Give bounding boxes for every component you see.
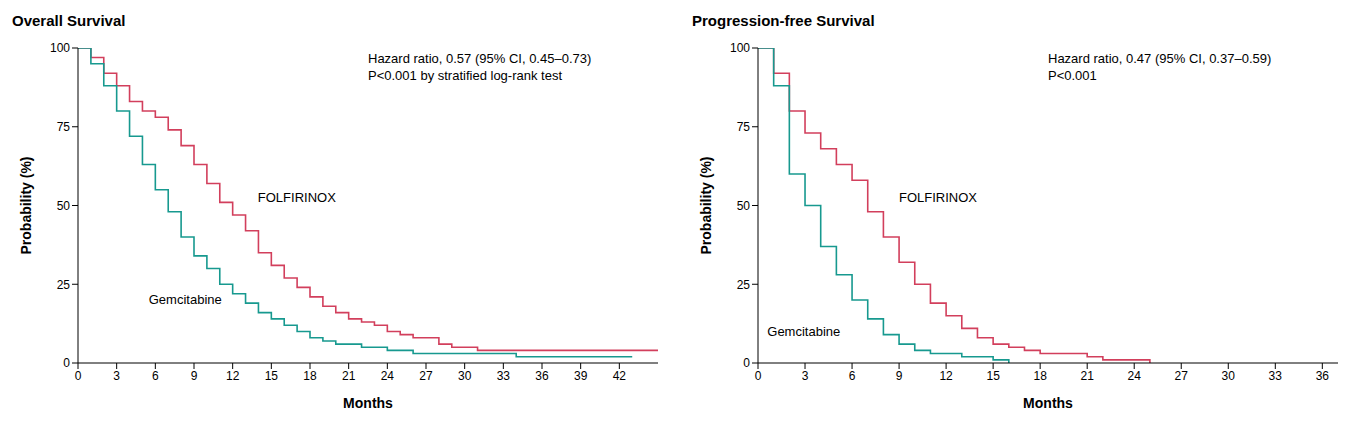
- svg-text:6: 6: [152, 369, 159, 383]
- svg-text:42: 42: [613, 369, 627, 383]
- svg-text:33: 33: [1269, 369, 1283, 383]
- svg-text:Probability (%): Probability (%): [18, 156, 34, 254]
- svg-text:33: 33: [497, 369, 511, 383]
- svg-text:0: 0: [743, 356, 750, 370]
- svg-text:36: 36: [535, 369, 549, 383]
- svg-text:Months: Months: [343, 395, 393, 411]
- svg-text:6: 6: [849, 369, 856, 383]
- html-text:Gemcitabine: Gemcitabine: [148, 292, 222, 307]
- html-text:FOLFIRINOX: FOLFIRINOX: [898, 189, 977, 205]
- svg-text:30: 30: [458, 369, 472, 383]
- svg-text:21: 21: [342, 369, 356, 383]
- svg-text:9: 9: [191, 369, 198, 383]
- svg-text:75: 75: [737, 120, 751, 134]
- svg-text:Months: Months: [1023, 395, 1073, 411]
- html-text:Hazard ratio, 0.47 (95% CI, 0.: Hazard ratio, 0.47 (95% CI, 0.37–0.59): [1048, 51, 1272, 66]
- svg-text:30: 30: [1222, 369, 1236, 383]
- svg-text:3: 3: [802, 369, 809, 383]
- svg-text:24: 24: [1128, 369, 1142, 383]
- svg-text:18: 18: [303, 369, 317, 383]
- svg-text:25: 25: [57, 278, 71, 292]
- svg-text:18: 18: [1033, 369, 1047, 383]
- svg-text:12: 12: [939, 369, 953, 383]
- svg-text:36: 36: [1316, 369, 1330, 383]
- svg-text:3: 3: [113, 369, 120, 383]
- svg-text:27: 27: [1175, 369, 1189, 383]
- html-text:P<0.001: P<0.001: [1048, 68, 1097, 83]
- svg-text:25: 25: [737, 278, 751, 292]
- svg-text:0: 0: [755, 369, 762, 383]
- svg-text:50: 50: [57, 199, 71, 213]
- svg-text:15: 15: [265, 369, 279, 383]
- html-text:Hazard ratio, 0.57 (95% CI, 0.: Hazard ratio, 0.57 (95% CI, 0.45–0.73): [368, 51, 592, 66]
- svg-text:21: 21: [1081, 369, 1095, 383]
- svg-text:100: 100: [730, 41, 750, 55]
- svg-text:24: 24: [381, 369, 395, 383]
- html-text:Gemcitabine: Gemcitabine: [767, 323, 841, 339]
- svg-text:100: 100: [50, 41, 70, 55]
- html-text:FOLFIRINOX: FOLFIRINOX: [257, 189, 336, 205]
- html-text:P<0.001 by stratified log-rank: P<0.001 by stratified log-rank test: [368, 68, 562, 83]
- svg-text:50: 50: [737, 199, 751, 213]
- svg-text:12: 12: [226, 369, 240, 383]
- svg-text:0: 0: [75, 369, 82, 383]
- svg-text:15: 15: [986, 369, 1000, 383]
- html-text:Overall Survival: Overall Survival: [12, 12, 126, 29]
- svg-text:9: 9: [896, 369, 903, 383]
- svg-text:Probability (%): Probability (%): [698, 156, 714, 254]
- svg-text:27: 27: [419, 369, 433, 383]
- svg-text:0: 0: [63, 356, 70, 370]
- svg-text:39: 39: [574, 369, 588, 383]
- html-text:Progression-free Survival: Progression-free Survival: [692, 12, 875, 29]
- svg-text:75: 75: [57, 120, 71, 134]
